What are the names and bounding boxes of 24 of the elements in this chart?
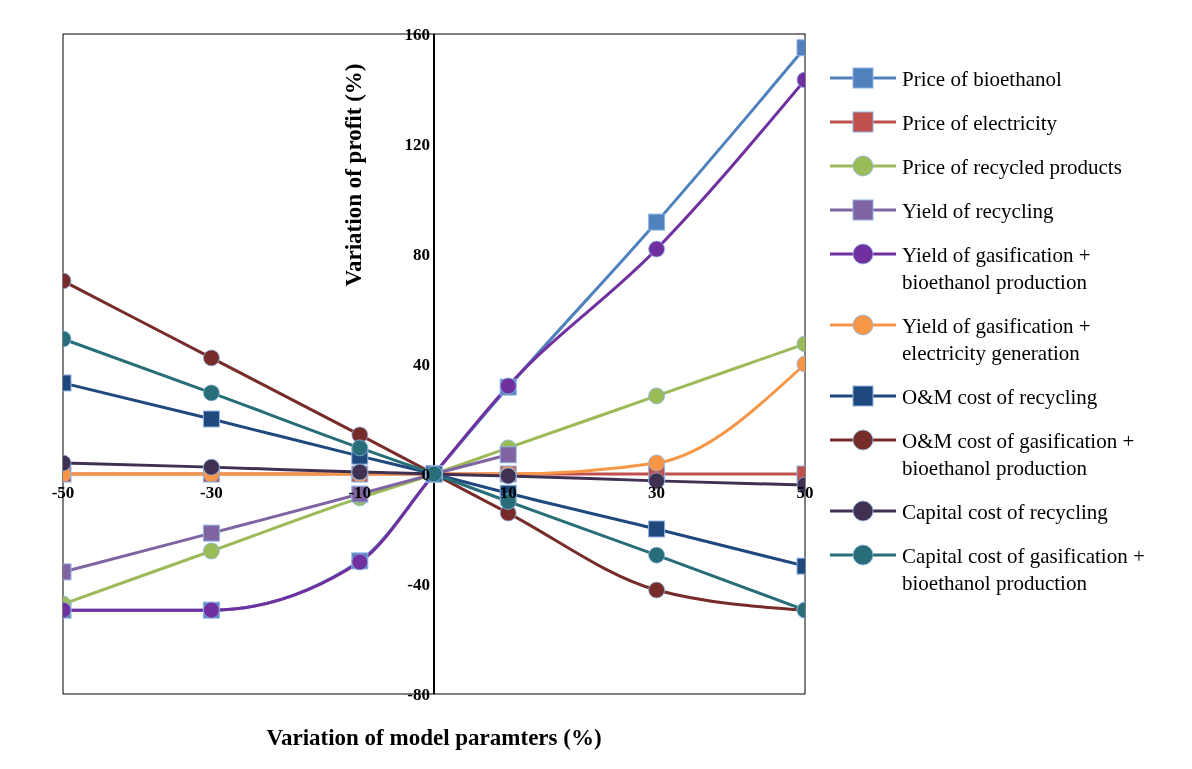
legend-label: Price of electricity	[902, 110, 1059, 137]
x-tick-label: 50	[796, 483, 814, 502]
legend-label: Price of bioethanol	[902, 66, 1063, 93]
y-axis-title: Variation of profit (%)	[340, 62, 367, 289]
y-tick-label: -80	[407, 685, 430, 704]
legend-label: O&M cost of gasification + bioethanol production	[902, 428, 1136, 482]
legend-label: Capital cost of gasification + bioethanol production	[902, 543, 1146, 597]
x-tick-label: 10	[499, 483, 517, 502]
x-tick-label: -10	[348, 483, 372, 502]
legend-label: Yield of gasification + electricity generation	[902, 313, 1092, 367]
y-tick-label: 160	[404, 25, 430, 44]
y-tick-label: 80	[413, 245, 430, 264]
legend-label: Price of recycled products	[902, 154, 1123, 181]
x-tick-label: -50	[51, 483, 75, 502]
legend-label: O&M cost of recycling	[902, 384, 1099, 411]
legend-label: Yield of recycling	[902, 198, 1055, 225]
y-tick-label: 40	[413, 355, 430, 374]
legend-label: Capital cost of recycling	[902, 499, 1109, 526]
x-tick-label: -30	[200, 483, 223, 502]
x-axis-title: Variation of model paramters (%)	[265, 725, 603, 751]
legend-label: Yield of gasification + bioethanol production	[902, 242, 1092, 296]
x-tick-label: 30	[648, 483, 666, 502]
y-tick-label: -40	[407, 575, 430, 594]
y-tick-label: 120	[404, 135, 430, 154]
